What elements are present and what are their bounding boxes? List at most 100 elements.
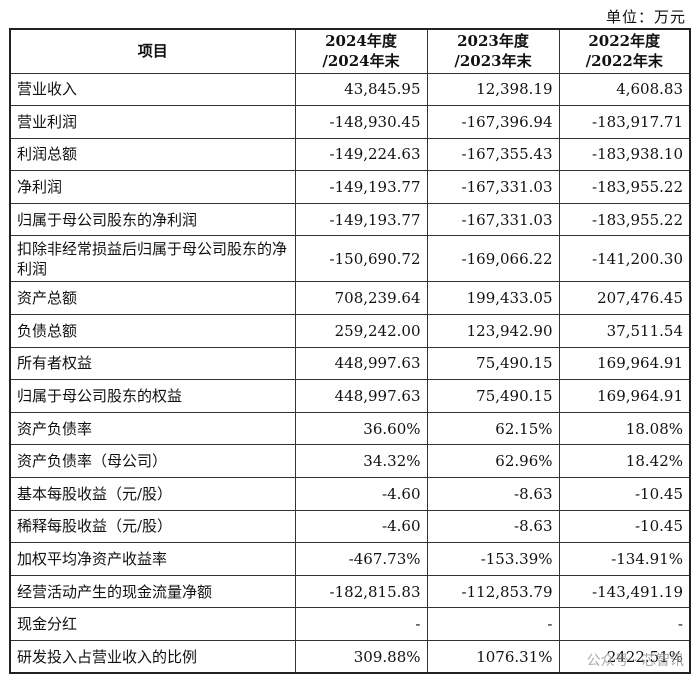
table-row: 所有者权益 448,997.63 75,490.15 169,964.91 [9,346,691,381]
header-2022: 2022年度 /2022年末 [558,28,691,74]
value-2024: -149,193.77 [294,202,428,237]
header-2022-line1: 2022年度 [588,32,661,51]
row-label: 营业利润 [9,105,296,139]
value-2023: 62.15% [426,411,560,446]
table-row: 稀释每股收益（元/股） -4.60 -8.63 -10.45 [9,509,691,544]
value-2023: -167,355.43 [426,137,560,172]
table-row: 加权平均净资产收益率 -467.73% -153.39% -134.91% [9,542,691,576]
row-label: 归属于母公司股东的净利润 [9,202,296,237]
row-label: 营业收入 [9,72,296,107]
header-2024-line1: 2024年度 [325,32,397,51]
table-row: 资产负债率（母公司） 34.32% 62.96% 18.42% [9,444,691,479]
header-2024-line2: /2024年末 [322,52,400,71]
watermark-text: 公众号 · 芯智讯 [586,653,684,669]
value-2024: 448,997.63 [294,346,428,381]
value-2023: 62.96% [426,444,560,479]
row-label: 利润总额 [9,137,296,172]
table-row: 研发投入占营业收入的比例 309.88% 1076.31% 2422.51% [9,640,691,674]
row-label: 资产负债率 [9,411,296,446]
row-label: 加权平均净资产收益率 [9,542,296,576]
value-2024: -4.60 [294,509,428,544]
table-row: 资产负债率 36.60% 62.15% 18.08% [9,411,691,446]
value-2022: -183,917.71 [558,105,691,139]
table-header-row: 项目 2024年度 /2024年末 2023年度 /2023年末 2022年度 … [9,28,691,74]
row-label: 负债总额 [9,314,296,348]
value-2023: 75,490.15 [426,346,560,381]
value-2023: 123,942.90 [426,314,560,348]
value-2022: -10.45 [558,509,691,544]
table-row: 营业收入 43,845.95 12,398.19 4,608.83 [9,72,691,107]
value-2024: -150,690.72 [294,235,428,283]
value-2023: -153.39% [426,542,560,576]
row-label: 稀释每股收益（元/股） [9,509,296,544]
row-label: 基本每股收益（元/股） [9,477,296,511]
value-2023: -8.63 [426,477,560,511]
table-row: 现金分红 - - - [9,607,691,641]
value-2022: 4,608.83 [558,72,691,107]
value-2024: 309.88% [294,640,428,674]
value-2022: -134.91% [558,542,691,576]
value-2024: 259,242.00 [294,314,428,348]
value-2024: 34.32% [294,444,428,479]
value-2022: 18.08% [558,411,691,446]
table-row: 归属于母公司股东的权益 448,997.63 75,490.15 169,964.91 [9,379,691,413]
row-label: 所有者权益 [9,346,296,381]
unit-label: 单位：万元 [605,8,686,26]
value-2023: -8.63 [426,509,560,544]
value-2022: -143,491.19 [558,574,691,609]
value-2023: -112,853.79 [426,574,560,609]
value-2023: -167,331.03 [426,202,560,237]
value-2022: 207,476.45 [558,281,691,316]
value-2022: -183,955.22 [558,170,691,204]
value-2024: -4.60 [294,477,428,511]
value-2024: 43,845.95 [294,72,428,107]
row-label: 净利润 [9,170,296,204]
value-2022: 2422.51% [558,640,691,674]
value-2023: -167,396.94 [426,105,560,139]
value-2022: 37,511.54 [558,314,691,348]
value-2024: 708,239.64 [294,281,428,316]
row-label: 经营活动产生的现金流量净额 [9,574,296,609]
value-2023: 12,398.19 [426,72,560,107]
header-item: 项目 [9,28,296,74]
table-row: 归属于母公司股东的净利润 -149,193.77 -167,331.03 -183,9… [9,202,691,237]
header-2023: 2023年度 /2023年末 [426,28,560,74]
value-2022: - [558,607,691,641]
table-row: 扣除非经常损益后归属于母公司股东的净利润 -150,690.72 -169,066.… [9,235,691,283]
table-row: 营业利润 -148,930.45 -167,396.94 -183,917.71 [9,105,691,139]
table-row: 净利润 -149,193.77 -167,331.03 -183,955.22 [9,170,691,204]
value-2024: -182,815.83 [294,574,428,609]
value-2022: -183,938.10 [558,137,691,172]
value-2024: -148,930.45 [294,105,428,139]
value-2024: 448,997.63 [294,379,428,413]
value-2022: -183,955.22 [558,202,691,237]
value-2024: -467.73% [294,542,428,576]
row-label: 研发投入占营业收入的比例 [9,640,296,674]
row-label: 资产负债率（母公司） [9,444,296,479]
value-2023: -169,066.22 [426,235,560,283]
table-row: 负债总额 259,242.00 123,942.90 37,511.54 [9,314,691,348]
value-2023: 199,433.05 [426,281,560,316]
financial-table: 项目 2024年度 /2024年末 2023年度 /2023年末 2022年度 … [9,28,691,675]
value-2023: -167,331.03 [426,170,560,204]
table-row: 基本每股收益（元/股） -4.60 -8.63 -10.45 [9,477,691,511]
value-2023: - [426,607,560,641]
header-2023-line1: 2023年度 [457,32,529,51]
value-2023: 1076.31% [426,640,560,674]
row-label: 资产总额 [9,281,296,316]
value-2022: 169,964.91 [558,346,691,381]
table-row: 利润总额 -149,224.63 -167,355.43 -183,938.10 [9,137,691,172]
value-2023: 75,490.15 [426,379,560,413]
value-2022: 169,964.91 [558,379,691,413]
header-2022-line2: /2022年末 [585,52,663,71]
value-2022: 18.42% [558,444,691,479]
row-label: 现金分红 [9,607,296,641]
value-2024: - [294,607,428,641]
header-2024: 2024年度 /2024年末 [294,28,428,74]
table-row: 资产总额 708,239.64 199,433.05 207,476.45 [9,281,691,316]
header-2023-line2: /2023年末 [454,52,532,71]
row-label: 扣除非经常损益后归属于母公司股东的净利润 [9,235,296,283]
row-label: 归属于母公司股东的权益 [9,379,296,413]
value-2022: -10.45 [558,477,691,511]
value-2024: 36.60% [294,411,428,446]
